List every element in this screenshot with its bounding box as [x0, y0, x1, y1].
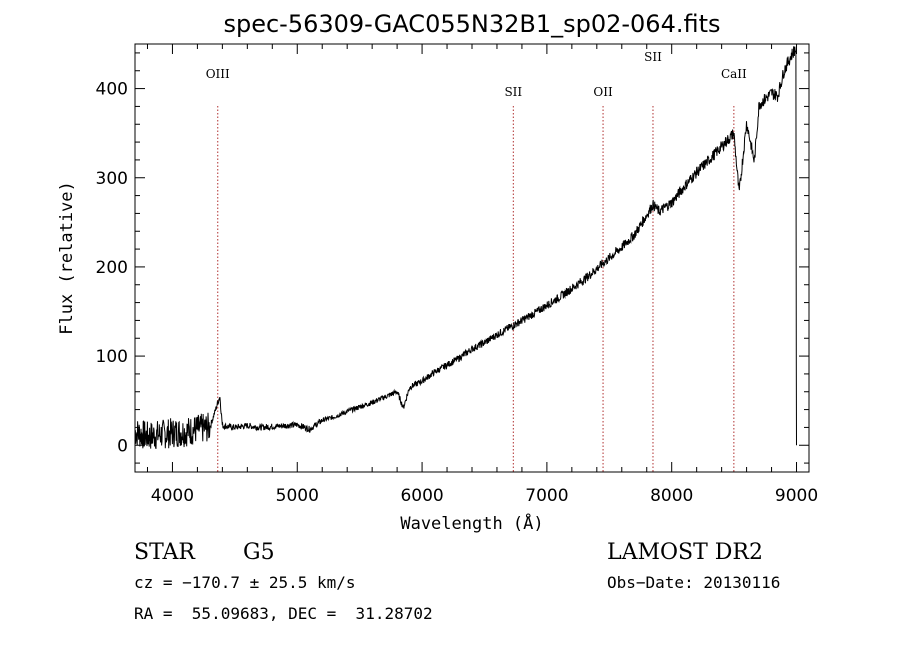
x-tick-label-2: 6000: [400, 486, 443, 506]
plot-frame: [134, 43, 810, 473]
line-label-0: OIII: [206, 67, 230, 81]
observation-date: Obs−Date: 20130116: [607, 573, 781, 592]
x-tick-label-5: 9000: [775, 486, 818, 506]
axis-ticks: 4000 5000 6000 7000 8000 9000 0 100 200 300 400: [96, 44, 818, 506]
line-label-3: SII: [644, 50, 662, 64]
x-tick-label-4: 8000: [650, 486, 693, 506]
x-tick-label-0: 4000: [151, 486, 194, 506]
spectrum-line: [134, 46, 797, 449]
y-tick-label-0: 0: [117, 436, 128, 456]
line-label-4: CaII: [721, 67, 747, 81]
y-tick-label-2: 200: [96, 258, 128, 278]
coordinates: RA = 55.09683, DEC = 31.28702: [134, 604, 433, 623]
y-axis-label: Flux (relative): [57, 181, 77, 335]
line-label-1: SII: [504, 85, 522, 99]
x-tick-label-3: 7000: [525, 486, 568, 506]
survey-name: LAMOST DR2: [607, 540, 763, 565]
object-subclass: G5: [243, 540, 275, 565]
chart-title: spec-56309-GAC055N32B1_sp02-064.fits: [223, 10, 720, 38]
x-tick-label-1: 5000: [276, 486, 319, 506]
line-markers: OIII SII OII SII CaII: [206, 50, 747, 472]
y-tick-label-3: 300: [96, 169, 128, 189]
object-class: STAR: [134, 540, 195, 565]
line-label-2: OII: [593, 85, 613, 99]
x-axis-label: Wavelength (Å): [400, 512, 543, 534]
spectrum-series: [134, 46, 797, 449]
y-tick-label-4: 400: [96, 80, 128, 100]
redshift-velocity: cz = −170.7 ± 25.5 km/s: [134, 573, 356, 592]
y-tick-label-1: 100: [96, 347, 128, 367]
